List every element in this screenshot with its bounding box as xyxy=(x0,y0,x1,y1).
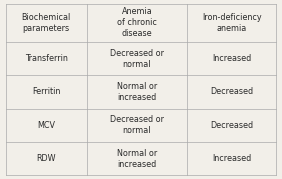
Text: RDW: RDW xyxy=(36,154,56,163)
Text: Anemia
of chronic
disease: Anemia of chronic disease xyxy=(117,7,157,38)
Text: Increased: Increased xyxy=(212,154,251,163)
Text: Normal or
increased: Normal or increased xyxy=(117,82,157,102)
Text: Biochemical
parameters: Biochemical parameters xyxy=(22,13,71,33)
Text: Increased: Increased xyxy=(212,54,251,63)
Text: Normal or
increased: Normal or increased xyxy=(117,149,157,169)
Text: Decreased: Decreased xyxy=(210,121,253,130)
Text: Decreased: Decreased xyxy=(210,88,253,96)
Text: Iron-deficiency
anemia: Iron-deficiency anemia xyxy=(202,13,261,33)
Text: Decreased or
normal: Decreased or normal xyxy=(110,49,164,69)
Text: MCV: MCV xyxy=(37,121,55,130)
Text: Decreased or
normal: Decreased or normal xyxy=(110,115,164,135)
Text: Ferritin: Ferritin xyxy=(32,88,60,96)
Text: Transferrin: Transferrin xyxy=(25,54,68,63)
